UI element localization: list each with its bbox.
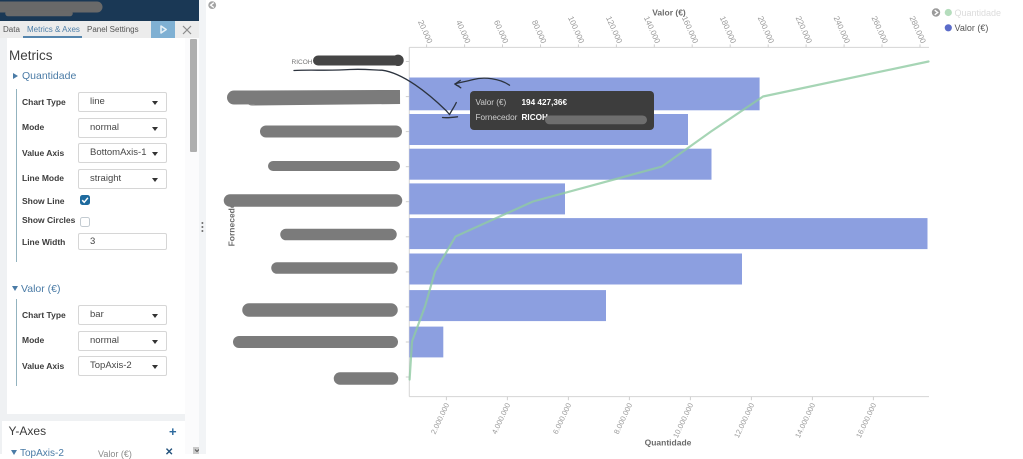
- svg-text:Quantidade: Quantidade: [955, 8, 1002, 18]
- svg-text:8.000.000: 8.000.000: [612, 402, 634, 436]
- svg-text:Valor (€): Valor (€): [955, 23, 989, 33]
- svg-text:280.000: 280.000: [908, 15, 928, 46]
- svg-text:80.000: 80.000: [530, 19, 548, 46]
- svg-text:20.000: 20.000: [416, 19, 434, 46]
- svg-text:40.000: 40.000: [454, 19, 472, 46]
- svg-text:60.000: 60.000: [492, 19, 510, 46]
- svg-text:Valor (€): Valor (€): [652, 8, 686, 18]
- svg-text:260.000: 260.000: [870, 15, 890, 46]
- svg-text:10.000.000: 10.000.000: [671, 402, 695, 440]
- svg-text:14.000.000: 14.000.000: [793, 402, 817, 440]
- svg-text:120.000: 120.000: [604, 15, 624, 46]
- svg-text:2.000.000: 2.000.000: [429, 402, 451, 436]
- svg-text:12.000.000: 12.000.000: [732, 402, 756, 440]
- svg-text:6.000.000: 6.000.000: [551, 402, 573, 436]
- svg-text:160.000: 160.000: [680, 15, 700, 46]
- svg-text:140.000: 140.000: [642, 15, 662, 46]
- svg-text:220.000: 220.000: [794, 15, 814, 46]
- svg-text:200.000: 200.000: [756, 15, 776, 46]
- svg-text:Quantidade: Quantidade: [645, 438, 692, 448]
- svg-text:16.000.000: 16.000.000: [854, 402, 878, 440]
- svg-text:240.000: 240.000: [832, 15, 852, 46]
- svg-text:RICOH: RICOH: [292, 59, 313, 66]
- svg-text:100.000: 100.000: [566, 15, 586, 46]
- svg-text:Fornecedor: Fornecedor: [226, 199, 236, 246]
- svg-text:180.000: 180.000: [718, 15, 738, 46]
- svg-text:4.000.000: 4.000.000: [490, 402, 512, 436]
